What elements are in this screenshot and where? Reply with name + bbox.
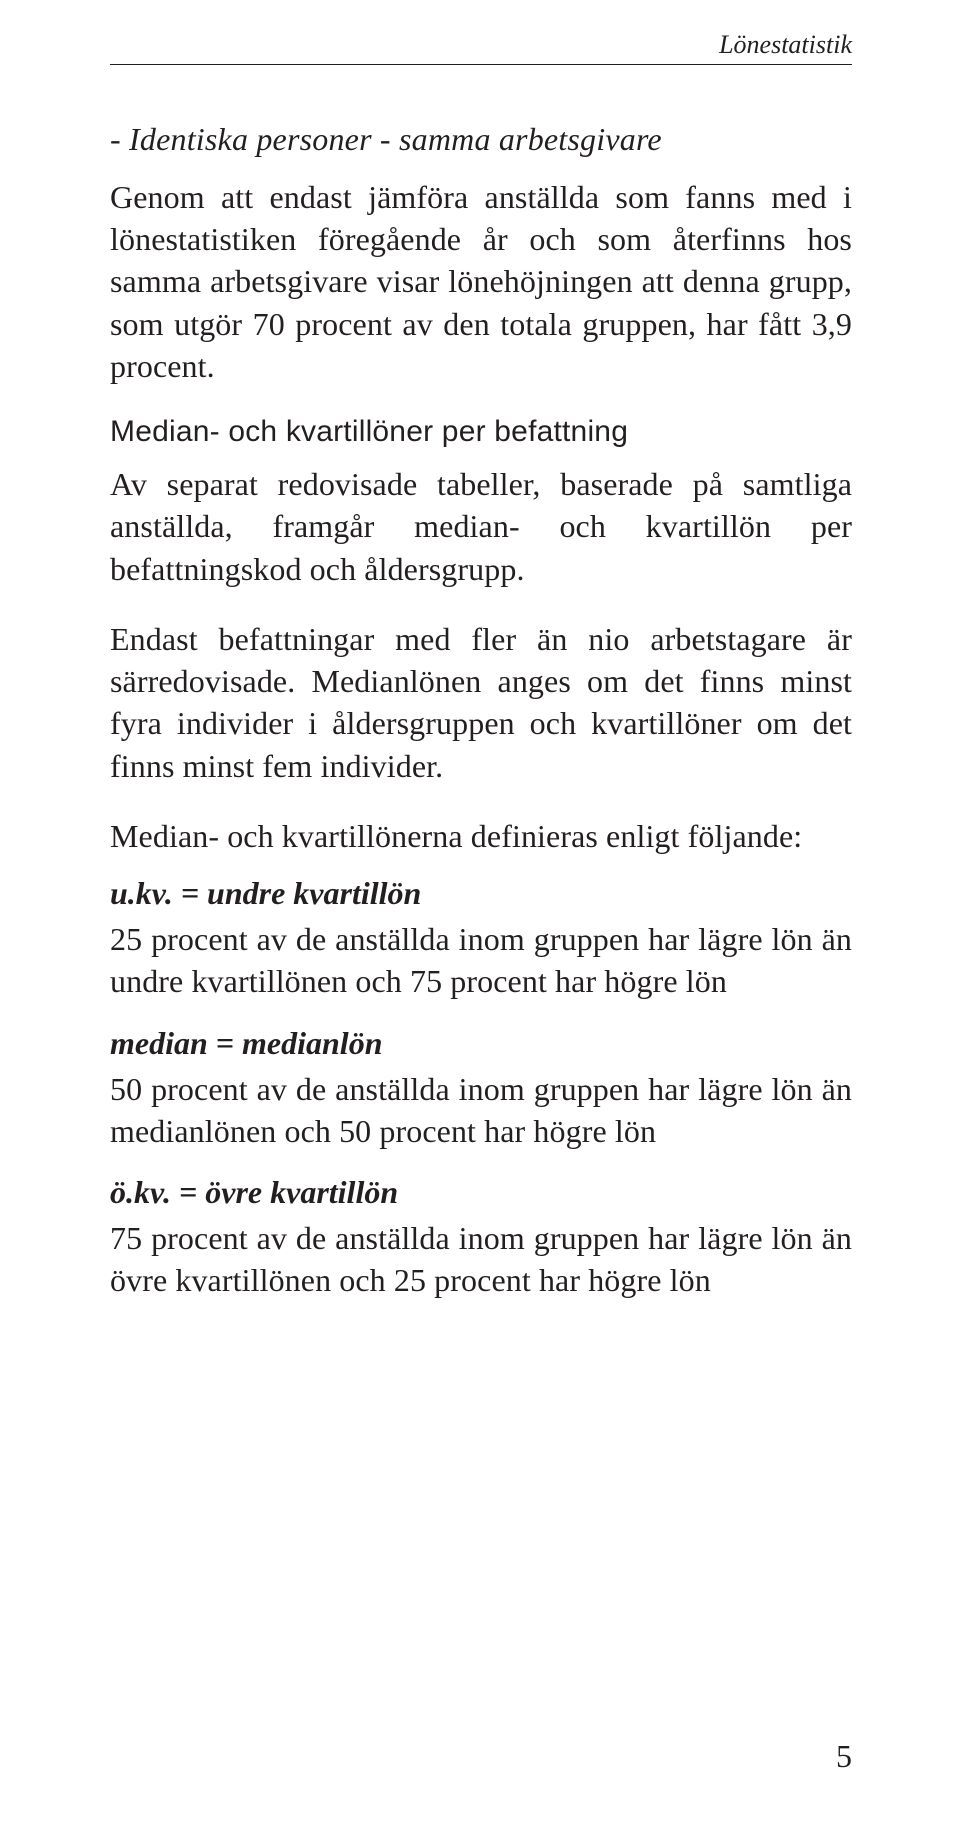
section2-p1: Av separat redovisade tabeller, baserade… xyxy=(110,463,852,590)
section2-heading: Median- och kvartillöner per befattning xyxy=(110,415,852,449)
running-head: Lönestatistik xyxy=(110,30,852,65)
definition-term: ö.kv. = övre kvartillön xyxy=(110,1174,852,1211)
definition-body: 50 procent av de anställda inom gruppen … xyxy=(110,1068,852,1152)
section2-p3: Median- och kvartillönerna definieras en… xyxy=(110,815,852,857)
definition-body: 25 procent av de anställda inom gruppen … xyxy=(110,918,852,1002)
section2-p2: Endast befattningar med fler än nio arbe… xyxy=(110,618,852,787)
page-number: 5 xyxy=(836,1738,852,1775)
definition-term: u.kv. = undre kvartillön xyxy=(110,875,852,912)
definition-body: 75 procent av de anställda inom gruppen … xyxy=(110,1217,852,1301)
section1-body: Genom att endast jämföra anställda som f… xyxy=(110,176,852,387)
section1-heading: - Identiska personer - samma arbetsgivar… xyxy=(110,121,852,158)
page-content: Lönestatistik - Identiska personer - sam… xyxy=(110,30,852,1775)
definition-term: median = medianlön xyxy=(110,1025,852,1062)
